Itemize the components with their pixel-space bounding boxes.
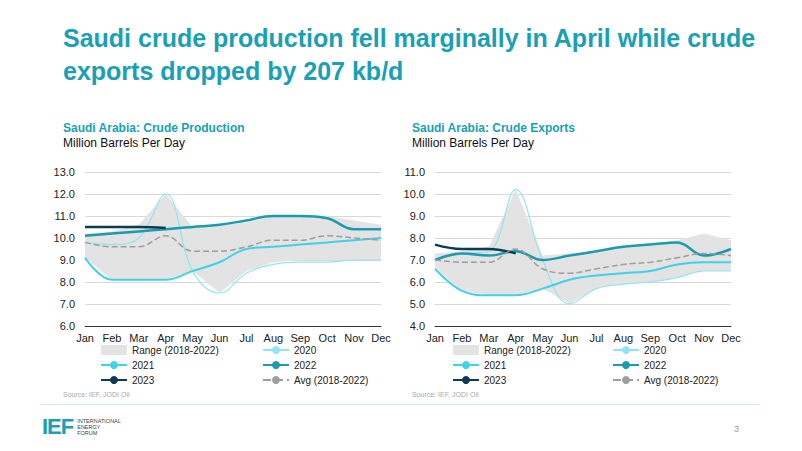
html-text:INTERNATIONAL: INTERNATIONAL (77, 418, 121, 424)
svg-text:Source: IEF, JODI Oil: Source: IEF, JODI Oil (412, 391, 479, 398)
svg-text:Feb: Feb (452, 332, 471, 344)
svg-text:8.0: 8.0 (410, 232, 425, 244)
svg-text:10.0: 10.0 (54, 232, 75, 244)
svg-text:12.0: 12.0 (54, 188, 75, 200)
svg-text:Aug: Aug (614, 332, 634, 344)
svg-text:Sep: Sep (290, 332, 310, 344)
svg-text:7.0: 7.0 (60, 298, 75, 310)
svg-text:2021: 2021 (132, 360, 155, 371)
svg-text:2020: 2020 (644, 345, 667, 356)
svg-text:Avg (2018-2022): Avg (2018-2022) (294, 375, 368, 386)
svg-text:Jul: Jul (589, 332, 603, 344)
svg-text:Apr: Apr (507, 332, 524, 344)
svg-text:Jul: Jul (239, 332, 253, 344)
svg-text:Dec: Dec (371, 332, 391, 344)
html-text:IEF: IEF (42, 414, 74, 439)
svg-text:7.0: 7.0 (410, 254, 425, 266)
svg-text:5.0: 5.0 (410, 298, 425, 310)
html-text:3: 3 (734, 424, 739, 434)
svg-text:2020: 2020 (294, 345, 317, 356)
svg-text:Range (2018-2022): Range (2018-2022) (484, 345, 571, 356)
svg-text:Sep: Sep (640, 332, 660, 344)
svg-text:May: May (532, 332, 553, 344)
svg-text:May: May (182, 332, 203, 344)
svg-text:13.0: 13.0 (54, 166, 75, 178)
svg-text:Avg (2018-2022): Avg (2018-2022) (644, 375, 718, 386)
svg-text:Nov: Nov (694, 332, 714, 344)
svg-text:Range (2018-2022): Range (2018-2022) (132, 345, 219, 356)
svg-text:Jun: Jun (561, 332, 579, 344)
svg-text:4.0: 4.0 (410, 320, 425, 332)
svg-text:2021: 2021 (484, 360, 507, 371)
svg-text:6.0: 6.0 (410, 276, 425, 288)
svg-text:Source: IEF, JODI Oil: Source: IEF, JODI Oil (63, 391, 130, 398)
svg-text:2023: 2023 (484, 375, 507, 386)
svg-text:Mar: Mar (479, 332, 498, 344)
svg-text:11.0: 11.0 (404, 166, 425, 178)
svg-text:2023: 2023 (132, 375, 155, 386)
svg-text:9.0: 9.0 (60, 254, 75, 266)
svg-text:Oct: Oct (319, 332, 336, 344)
svg-text:Aug: Aug (264, 332, 284, 344)
svg-text:Jun: Jun (211, 332, 229, 344)
svg-text:Jan: Jan (426, 332, 444, 344)
svg-text:8.0: 8.0 (60, 276, 75, 288)
svg-text:9.0: 9.0 (410, 210, 425, 222)
svg-text:Mar: Mar (129, 332, 148, 344)
svg-text:10.0: 10.0 (404, 188, 425, 200)
svg-text:Jan: Jan (76, 332, 94, 344)
svg-text:Dec: Dec (721, 332, 741, 344)
svg-text:Feb: Feb (102, 332, 121, 344)
svg-text:Saudi Arabia: Crude Production: Saudi Arabia: Crude Production (63, 121, 245, 135)
svg-text:Oct: Oct (669, 332, 686, 344)
svg-text:2022: 2022 (644, 360, 667, 371)
svg-text:Saudi Arabia: Crude Exports: Saudi Arabia: Crude Exports (412, 121, 575, 135)
html-text:FORUM: FORUM (77, 430, 98, 436)
svg-text:Million Barrels Per Day: Million Barrels Per Day (63, 136, 185, 150)
svg-text:Nov: Nov (344, 332, 364, 344)
svg-text:2022: 2022 (294, 360, 317, 371)
svg-text:Million Barrels Per Day: Million Barrels Per Day (412, 136, 534, 150)
svg-text:6.0: 6.0 (60, 320, 75, 332)
html-text:ENERGY: ENERGY (77, 424, 101, 430)
html-text:Saudi crude production fell ma: Saudi crude production fell marginally i… (63, 24, 756, 85)
svg-text:Apr: Apr (157, 332, 174, 344)
svg-text:11.0: 11.0 (54, 210, 75, 222)
